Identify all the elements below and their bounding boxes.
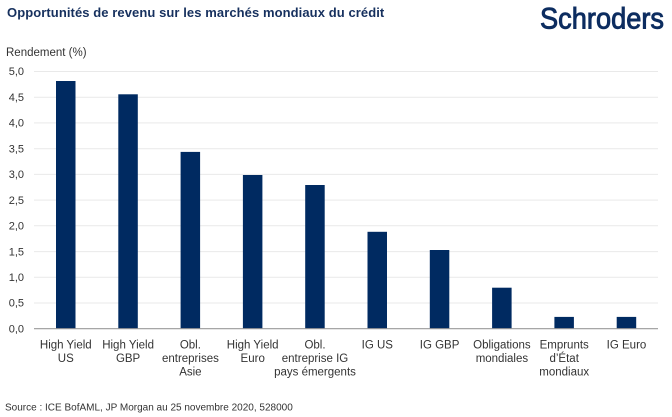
svg-text:GBP: GBP <box>116 353 141 365</box>
svg-text:mondiaux: mondiaux <box>539 367 589 379</box>
svg-text:High Yield: High Yield <box>40 340 92 352</box>
svg-text:IG Euro: IG Euro <box>607 340 647 352</box>
svg-text:IG GBP: IG GBP <box>420 340 460 352</box>
svg-text:2,0: 2,0 <box>9 221 24 233</box>
svg-text:mondiales: mondiales <box>476 353 529 365</box>
svg-text:Obl.: Obl. <box>180 340 201 352</box>
svg-text:d’État: d’État <box>549 352 579 365</box>
svg-text:0,0: 0,0 <box>9 323 24 335</box>
svg-text:US: US <box>58 353 74 365</box>
svg-text:4,0: 4,0 <box>9 118 24 130</box>
svg-text:Source : ICE BofAML, JP Morgan: Source : ICE BofAML, JP Morgan au 25 nov… <box>5 403 293 414</box>
svg-text:5,0: 5,0 <box>9 66 24 78</box>
svg-text:Obligations: Obligations <box>473 340 531 352</box>
svg-text:IG US: IG US <box>362 340 394 352</box>
svg-text:3,0: 3,0 <box>9 169 24 181</box>
svg-text:0,5: 0,5 <box>9 298 24 310</box>
svg-text:pays émergents: pays émergents <box>274 367 356 379</box>
svg-text:entreprise IG: entreprise IG <box>282 353 349 365</box>
svg-text:Schroders: Schroders <box>540 3 664 36</box>
svg-text:4,5: 4,5 <box>9 92 24 104</box>
svg-text:High Yield: High Yield <box>227 340 279 352</box>
svg-text:Opportunités de revenu sur les: Opportunités de revenu sur les marchés m… <box>7 5 385 20</box>
svg-text:3,5: 3,5 <box>9 143 24 155</box>
svg-text:Emprunts: Emprunts <box>540 340 589 352</box>
svg-text:entreprises: entreprises <box>162 353 219 365</box>
svg-text:Rendement (%): Rendement (%) <box>6 47 87 59</box>
svg-text:1,0: 1,0 <box>9 272 24 284</box>
svg-text:Asie: Asie <box>179 367 201 379</box>
svg-text:High Yield: High Yield <box>102 340 154 352</box>
svg-text:Euro: Euro <box>241 353 265 365</box>
svg-text:Obl.: Obl. <box>304 340 325 352</box>
svg-text:1,5: 1,5 <box>9 246 24 258</box>
svg-text:2,5: 2,5 <box>9 195 24 207</box>
